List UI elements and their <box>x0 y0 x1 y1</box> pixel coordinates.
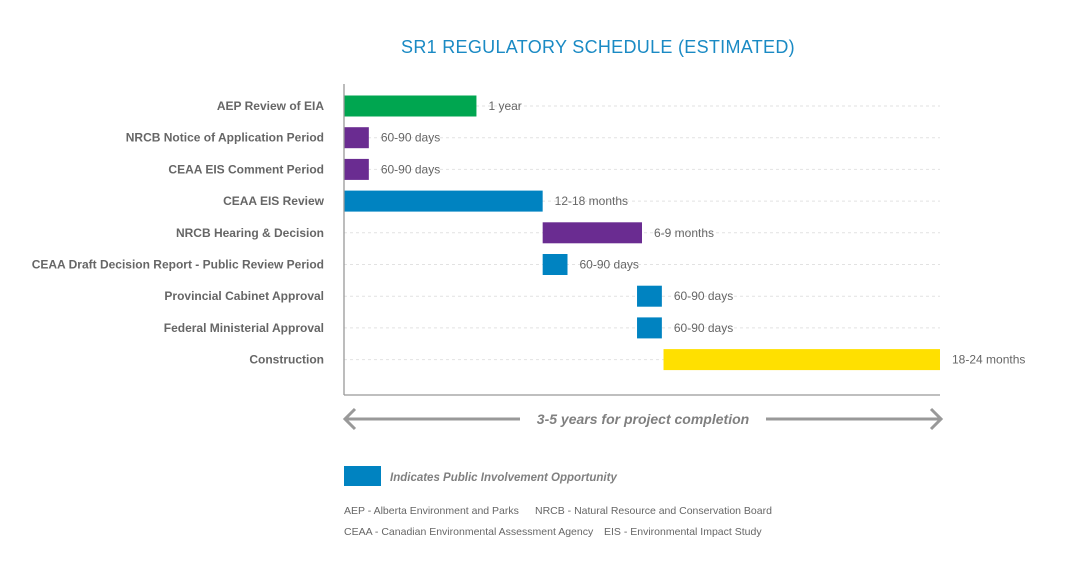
task-label: CEAA EIS Comment Period <box>168 162 324 176</box>
abbreviations: AEP - Alberta Environment and Parks NRCB … <box>344 505 772 538</box>
task-label: NRCB Notice of Application Period <box>126 131 324 145</box>
duration-label: 60-90 days <box>580 258 639 272</box>
task-label: AEP Review of EIA <box>217 99 324 113</box>
task-bar <box>344 190 543 212</box>
axes <box>343 84 940 396</box>
task-label: CEAA Draft Decision Report - Public Revi… <box>32 258 324 272</box>
legend-label: Indicates Public Involvement Opportunity <box>390 472 617 484</box>
abbreviation-entry: AEP - Alberta Environment and Parks <box>344 505 519 517</box>
task-bar <box>542 254 568 275</box>
span-label: 3-5 years for project completion <box>537 411 749 427</box>
task-bar <box>637 285 662 307</box>
duration-label: 60-90 days <box>674 321 733 335</box>
duration-label: 60-90 days <box>674 289 733 303</box>
arrowhead-left-icon <box>342 407 357 431</box>
task-label: CEAA EIS Review <box>223 194 325 208</box>
task-label: Construction <box>249 353 324 367</box>
task-bar <box>344 127 369 149</box>
abbreviation-entry: NRCB - Natural Resource and Conservation… <box>535 505 772 517</box>
task-bar <box>637 317 662 339</box>
task-labels: AEP Review of EIA 1 year NRCB Notice of Ap… <box>32 99 1026 367</box>
duration-label: 18-24 months <box>952 353 1025 367</box>
task-label: Provincial Cabinet Approval <box>164 289 324 303</box>
duration-label: 12-18 months <box>555 194 628 208</box>
task-label: Federal Ministerial Approval <box>164 321 324 335</box>
legend: Indicates Public Involvement Opportunity <box>344 466 617 486</box>
abbreviation-entry: CEAA - Canadian Environmental Assessment… <box>344 526 594 538</box>
task-bar <box>344 158 369 180</box>
arrowhead-right-icon <box>929 407 944 431</box>
bars <box>344 95 940 371</box>
task-bar <box>344 95 477 117</box>
duration-label: 60-90 days <box>381 131 440 145</box>
task-label: NRCB Hearing & Decision <box>176 226 324 240</box>
duration-label: 6-9 months <box>654 226 714 240</box>
duration-label: 1 year <box>488 99 521 113</box>
chart-title: SR1 REGULATORY SCHEDULE (ESTIMATED) <box>401 37 795 57</box>
duration-label: 60-90 days <box>381 162 440 176</box>
task-bar <box>542 222 642 244</box>
task-bar <box>663 349 940 371</box>
legend-swatch <box>344 466 381 486</box>
abbreviation-entry: EIS - Environmental Impact Study <box>604 526 762 538</box>
span-arrow: 3-5 years for project completion <box>342 407 944 431</box>
